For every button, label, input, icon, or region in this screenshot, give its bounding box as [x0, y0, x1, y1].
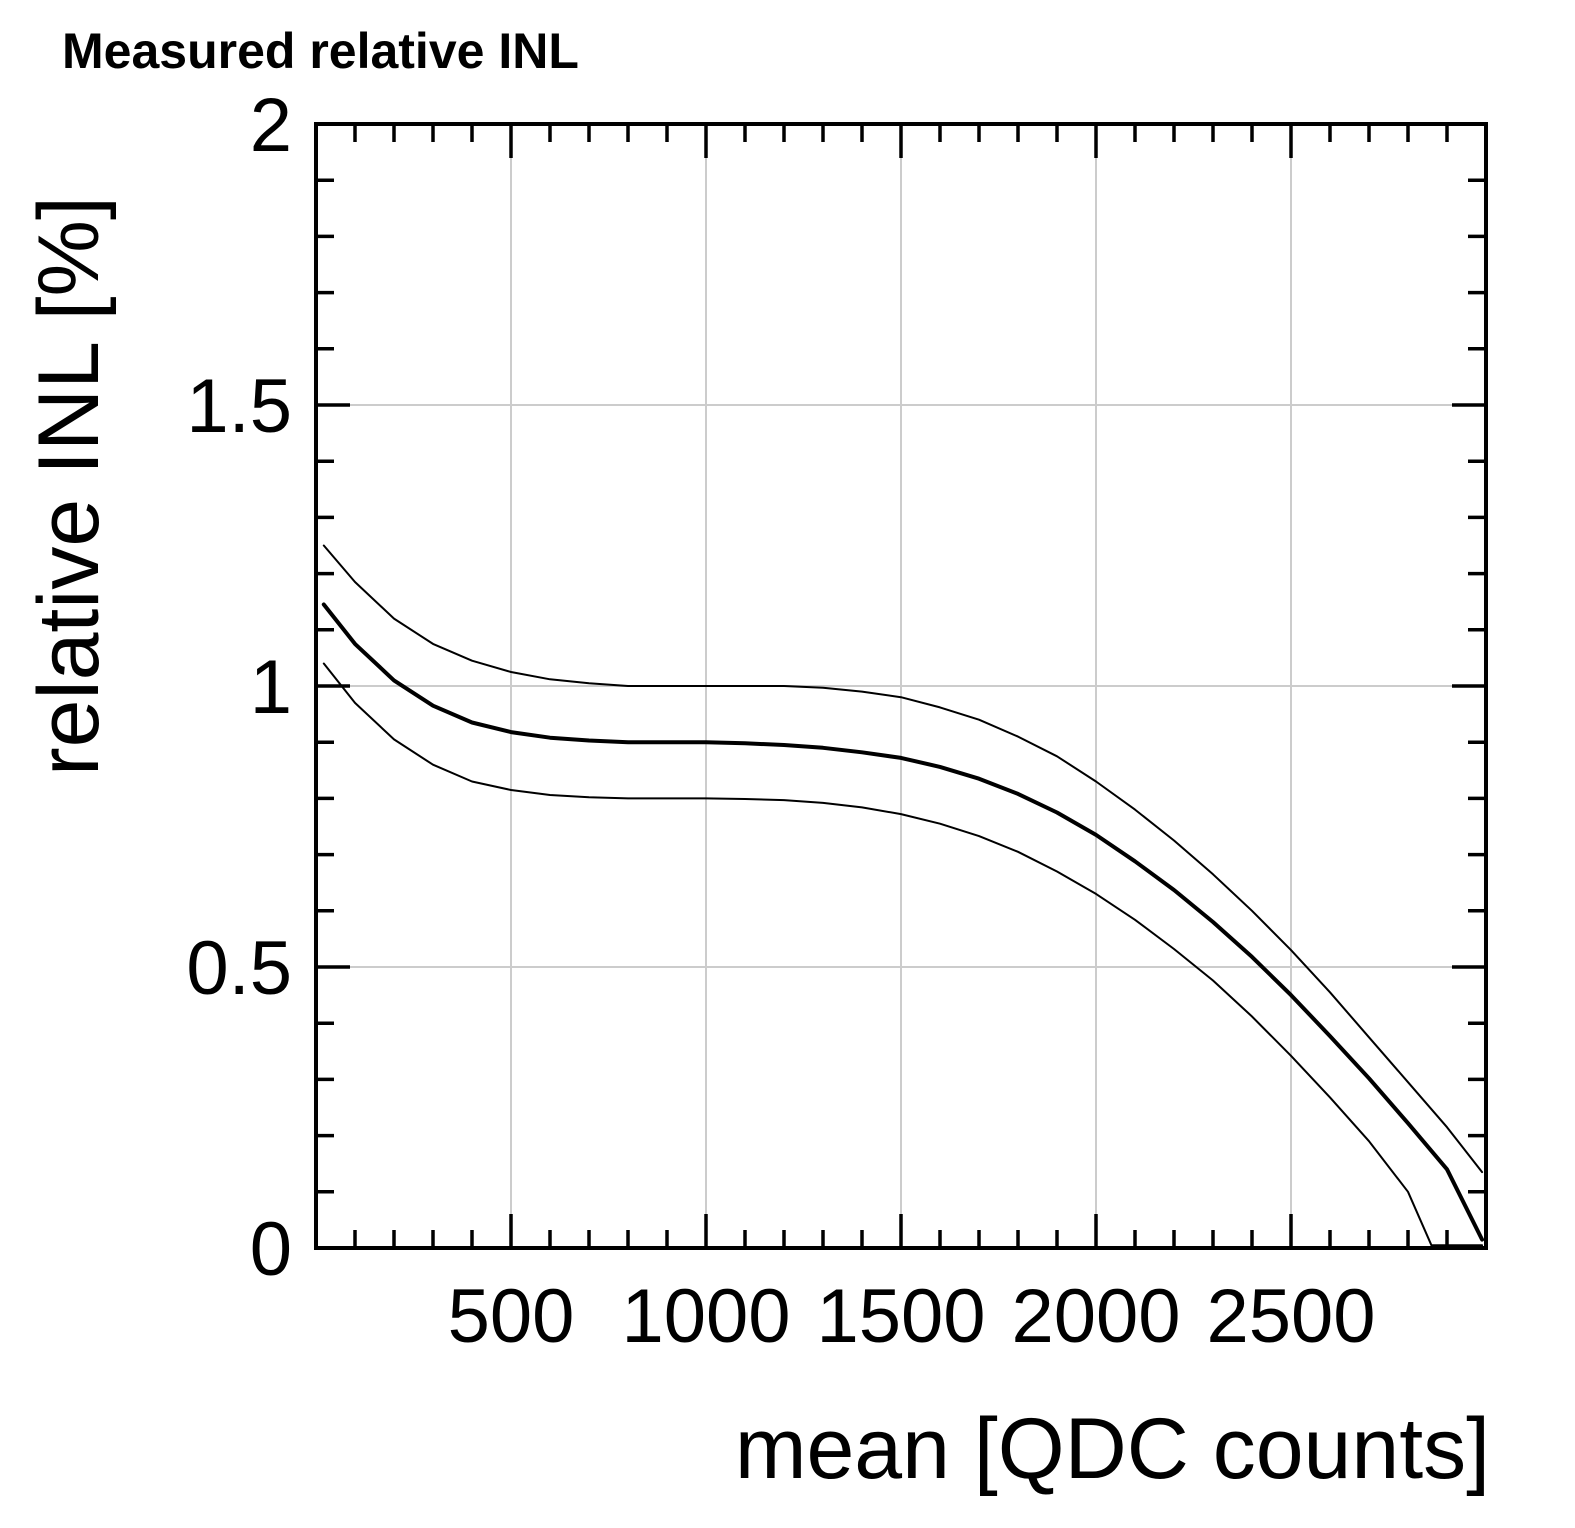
y-tick-label-4: 2 [250, 83, 292, 168]
x-tick-label-1: 1000 [621, 1274, 790, 1359]
y-tick-label-0: 0 [250, 1207, 292, 1292]
curves [321, 544, 1485, 1247]
y-tick-label-3: 1.5 [186, 364, 292, 449]
series-upper-line [322, 544, 1484, 1174]
y-tick-labels: 0 0.5 1 1.5 2 [186, 83, 292, 1292]
x-axis-label: mean [QDC counts] [735, 1401, 1490, 1497]
ticks [316, 124, 1486, 1248]
grid [316, 123, 1486, 1249]
y-tick-label-1: 0.5 [186, 926, 292, 1011]
chart-title: Measured relative INL [62, 23, 579, 79]
x-tick-label-3: 2000 [1011, 1274, 1180, 1359]
x-tick-label-4: 2500 [1206, 1274, 1375, 1359]
x-tick-label-2: 1500 [816, 1274, 985, 1359]
y-axis-label: relative INL [%] [21, 196, 117, 776]
y-tick-label-2: 1 [250, 645, 292, 730]
x-tick-labels: 500 1000 1500 2000 2500 [448, 1274, 1376, 1359]
x-tick-label-0: 500 [448, 1274, 575, 1359]
series-central-line [321, 602, 1485, 1242]
plot-frame [314, 122, 1488, 1250]
series-lower-line [322, 662, 1484, 1247]
